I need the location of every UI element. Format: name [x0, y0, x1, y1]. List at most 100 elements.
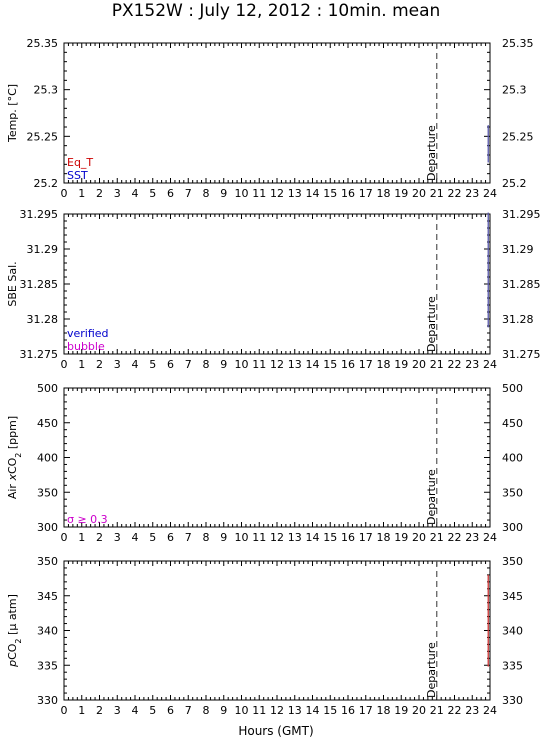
x-axis-label: Hours (GMT) — [238, 724, 313, 738]
x-tick-label: 21 — [430, 531, 444, 544]
departure-label: Departure — [425, 296, 438, 352]
x-tick-label: 3 — [114, 358, 121, 371]
x-tick-label: 0 — [61, 187, 68, 200]
x-tick-label: 7 — [185, 704, 192, 717]
x-tick-label: 2 — [96, 704, 103, 717]
y-axis-label: Air xCO2 [ppm] — [6, 416, 23, 499]
x-tick-label: 8 — [203, 531, 210, 544]
y-tick-label-right: 345 — [502, 590, 523, 603]
legend-entry: σ ≥ 0.3 — [67, 513, 108, 526]
x-tick-label: 12 — [270, 358, 284, 371]
x-tick-label: 18 — [377, 704, 391, 717]
x-tick-label: 14 — [306, 531, 320, 544]
y-tick-label-right: 25.25 — [502, 130, 534, 143]
x-tick-label: 11 — [252, 704, 266, 717]
y-tick-label-right: 25.35 — [502, 37, 534, 50]
x-tick-label: 10 — [235, 704, 249, 717]
chart-panel-1: 0 1 2 3 4 5 6 7 8 9 10 11 12 13 14 15 16 17 18 19 20 21 22 23 24… — [6, 37, 534, 200]
x-tick-label: 22 — [448, 531, 462, 544]
x-tick-label: 4 — [132, 704, 139, 717]
y-tick-label-left: 31.295 — [20, 208, 59, 221]
x-tick-label: 16 — [341, 358, 355, 371]
x-tick-label: 20 — [412, 531, 426, 544]
figure-title: PX152W : July 12, 2012 : 10min. mean — [112, 1, 441, 21]
y-tick-label-right: 31.295 — [502, 208, 541, 221]
x-tick-label: 20 — [412, 704, 426, 717]
y-tick-label-right: 450 — [502, 417, 523, 430]
x-tick-label: 8 — [203, 187, 210, 200]
y-tick-label-left: 345 — [37, 590, 58, 603]
x-tick-label: 1 — [78, 704, 85, 717]
y-tick-label-left: 300 — [37, 521, 58, 534]
y-tick-label-right: 31.29 — [502, 243, 534, 256]
x-tick-label: 17 — [359, 704, 373, 717]
chart-panel-3: 0 1 2 3 4 5 6 7 8 9 10 11 12 13 14 15 16 17 18 19 20 21 22 23 24… — [6, 382, 523, 544]
x-tick-label: 18 — [377, 531, 391, 544]
y-tick-label-left: 330 — [37, 694, 58, 707]
x-tick-label: 9 — [220, 531, 227, 544]
x-tick-label: 5 — [149, 531, 156, 544]
y-tick-label-right: 350 — [502, 486, 523, 499]
x-tick-label: 15 — [323, 358, 337, 371]
x-tick-label: 23 — [465, 704, 479, 717]
x-tick-label: 0 — [61, 531, 68, 544]
y-tick-label-left: 31.285 — [20, 278, 59, 291]
x-tick-label: 15 — [323, 187, 337, 200]
x-tick-label: 9 — [220, 187, 227, 200]
departure-label: Departure — [425, 642, 438, 698]
x-tick-label: 9 — [220, 358, 227, 371]
x-tick-label: 1 — [78, 358, 85, 371]
y-tick-label-left: 31.28 — [27, 313, 59, 326]
x-tick-label: 19 — [394, 187, 408, 200]
x-tick-label: 0 — [61, 704, 68, 717]
x-tick-label: 23 — [465, 358, 479, 371]
x-tick-label: 2 — [96, 187, 103, 200]
x-tick-label: 24 — [483, 704, 497, 717]
y-tick-label-right: 31.285 — [502, 278, 541, 291]
y-axis-label: pCO2 [μ atm] — [6, 594, 23, 668]
x-tick-label: 20 — [412, 358, 426, 371]
x-tick-label: 14 — [306, 358, 320, 371]
x-tick-label: 1 — [78, 187, 85, 200]
x-tick-label: 12 — [270, 187, 284, 200]
x-tick-label: 0 — [61, 358, 68, 371]
x-tick-label: 14 — [306, 704, 320, 717]
y-tick-label-right: 335 — [502, 659, 523, 672]
x-tick-label: 12 — [270, 704, 284, 717]
x-tick-label: 17 — [359, 358, 373, 371]
x-tick-label: 22 — [448, 704, 462, 717]
legend-entry: SST — [67, 169, 88, 182]
legend-entry: verified — [67, 327, 109, 340]
y-tick-label-left: 25.35 — [27, 37, 59, 50]
panels-group: 0 1 2 3 4 5 6 7 8 9 10 11 12 13 14 15 16 17 18 19 20 21 22 23 24… — [6, 37, 541, 717]
x-tick-label: 6 — [167, 704, 174, 717]
x-tick-label: 10 — [235, 187, 249, 200]
x-tick-label: 11 — [252, 531, 266, 544]
y-tick-label-right: 31.28 — [502, 313, 534, 326]
x-tick-label: 2 — [96, 531, 103, 544]
x-tick-label: 5 — [149, 187, 156, 200]
x-tick-label: 1 — [78, 531, 85, 544]
x-tick-label: 4 — [132, 531, 139, 544]
x-tick-label: 3 — [114, 187, 121, 200]
legend-entry: bubble — [67, 340, 105, 353]
x-tick-label: 3 — [114, 704, 121, 717]
x-tick-label: 7 — [185, 187, 192, 200]
y-tick-label-left: 450 — [37, 417, 58, 430]
y-tick-label-left: 340 — [37, 625, 58, 638]
x-tick-label: 6 — [167, 187, 174, 200]
x-tick-label: 21 — [430, 187, 444, 200]
chart-panel-2: 0 1 2 3 4 5 6 7 8 9 10 11 12 13 14 15 16 17 18 19 20 21 22 23 24… — [6, 208, 541, 371]
y-tick-label-left: 335 — [37, 659, 58, 672]
y-tick-label-right: 31.275 — [502, 348, 541, 361]
y-axis-label: Temp. [°C] — [6, 84, 19, 143]
x-tick-label: 6 — [167, 531, 174, 544]
x-tick-label: 14 — [306, 187, 320, 200]
y-tick-label-left: 31.275 — [20, 348, 59, 361]
x-tick-label: 23 — [465, 187, 479, 200]
y-tick-label-left: 500 — [37, 382, 58, 395]
x-tick-label: 7 — [185, 358, 192, 371]
x-tick-label: 8 — [203, 358, 210, 371]
x-tick-label: 18 — [377, 358, 391, 371]
x-tick-label: 8 — [203, 704, 210, 717]
